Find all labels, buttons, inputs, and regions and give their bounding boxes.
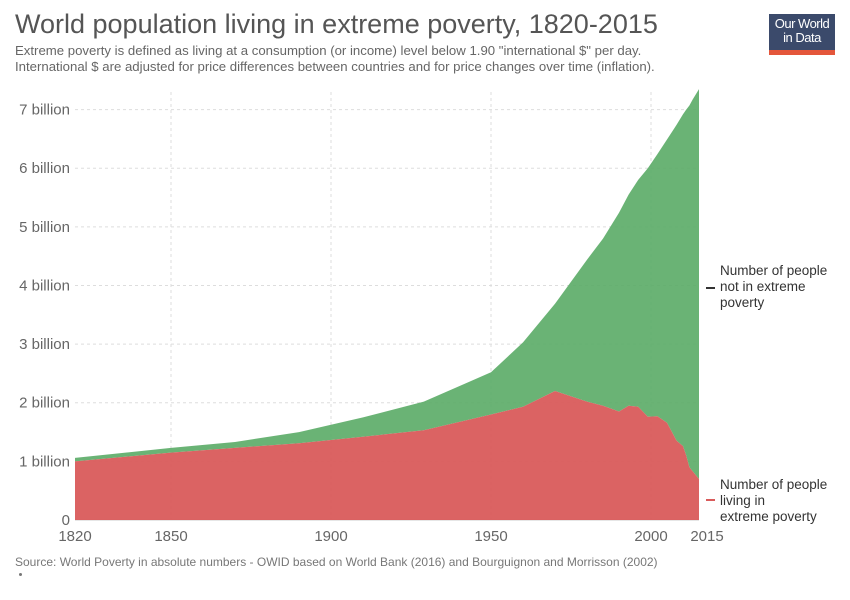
legend-line: Number of people xyxy=(720,477,827,492)
x-tick-label: 1850 xyxy=(154,528,187,545)
y-tick-label: 1 billion xyxy=(19,453,70,470)
y-tick-label: 6 billion xyxy=(19,160,70,177)
y-tick-label: 4 billion xyxy=(19,277,70,294)
x-tick-label: 1820 xyxy=(58,528,91,545)
footnote-marker xyxy=(19,573,22,576)
x-tick-label: 1950 xyxy=(474,528,507,545)
area-in-poverty[interactable] xyxy=(75,391,699,520)
legend-line: not in extreme xyxy=(720,279,806,294)
owid-logo[interactable]: Our World in Data xyxy=(769,14,835,55)
chart-title: World population living in extreme pover… xyxy=(15,9,658,39)
x-tick-label: 1900 xyxy=(314,528,347,545)
logo-text-line-2: in Data xyxy=(783,30,821,45)
chart-areas xyxy=(75,89,699,520)
x-tick-label: 2000 xyxy=(634,528,667,545)
y-tick-label: 5 billion xyxy=(19,219,70,236)
legend-line: poverty xyxy=(720,295,765,310)
legend-label-poverty[interactable]: Number of people living in extreme pover… xyxy=(720,477,831,524)
legend-line: extreme poverty xyxy=(720,509,817,524)
legend-line: Number of people xyxy=(720,263,827,278)
x-tick-label: 2015 xyxy=(690,528,723,545)
source-note: Source: World Poverty in absolute number… xyxy=(15,555,658,569)
axis-labels: 0 1 billion 2 billion 3 billion 4 billion 5 b… xyxy=(19,102,724,545)
chart-subtitle-line-2: International $ are adjusted for price d… xyxy=(15,59,655,74)
legend-label-not-poverty[interactable]: Number of people not in extreme poverty xyxy=(720,263,831,310)
y-tick-label: 7 billion xyxy=(19,102,70,119)
legend: Number of people not in extreme poverty … xyxy=(706,263,831,524)
y-tick-label: 2 billion xyxy=(19,395,70,412)
chart-subtitle-line-1: Extreme poverty is defined as living at … xyxy=(15,43,642,58)
y-tick-label: 3 billion xyxy=(19,336,70,353)
logo-text-line-1: Our World xyxy=(774,16,830,31)
y-tick-label: 0 xyxy=(62,512,70,529)
legend-line: living in xyxy=(720,493,765,508)
area-not-in-poverty[interactable] xyxy=(75,89,699,479)
